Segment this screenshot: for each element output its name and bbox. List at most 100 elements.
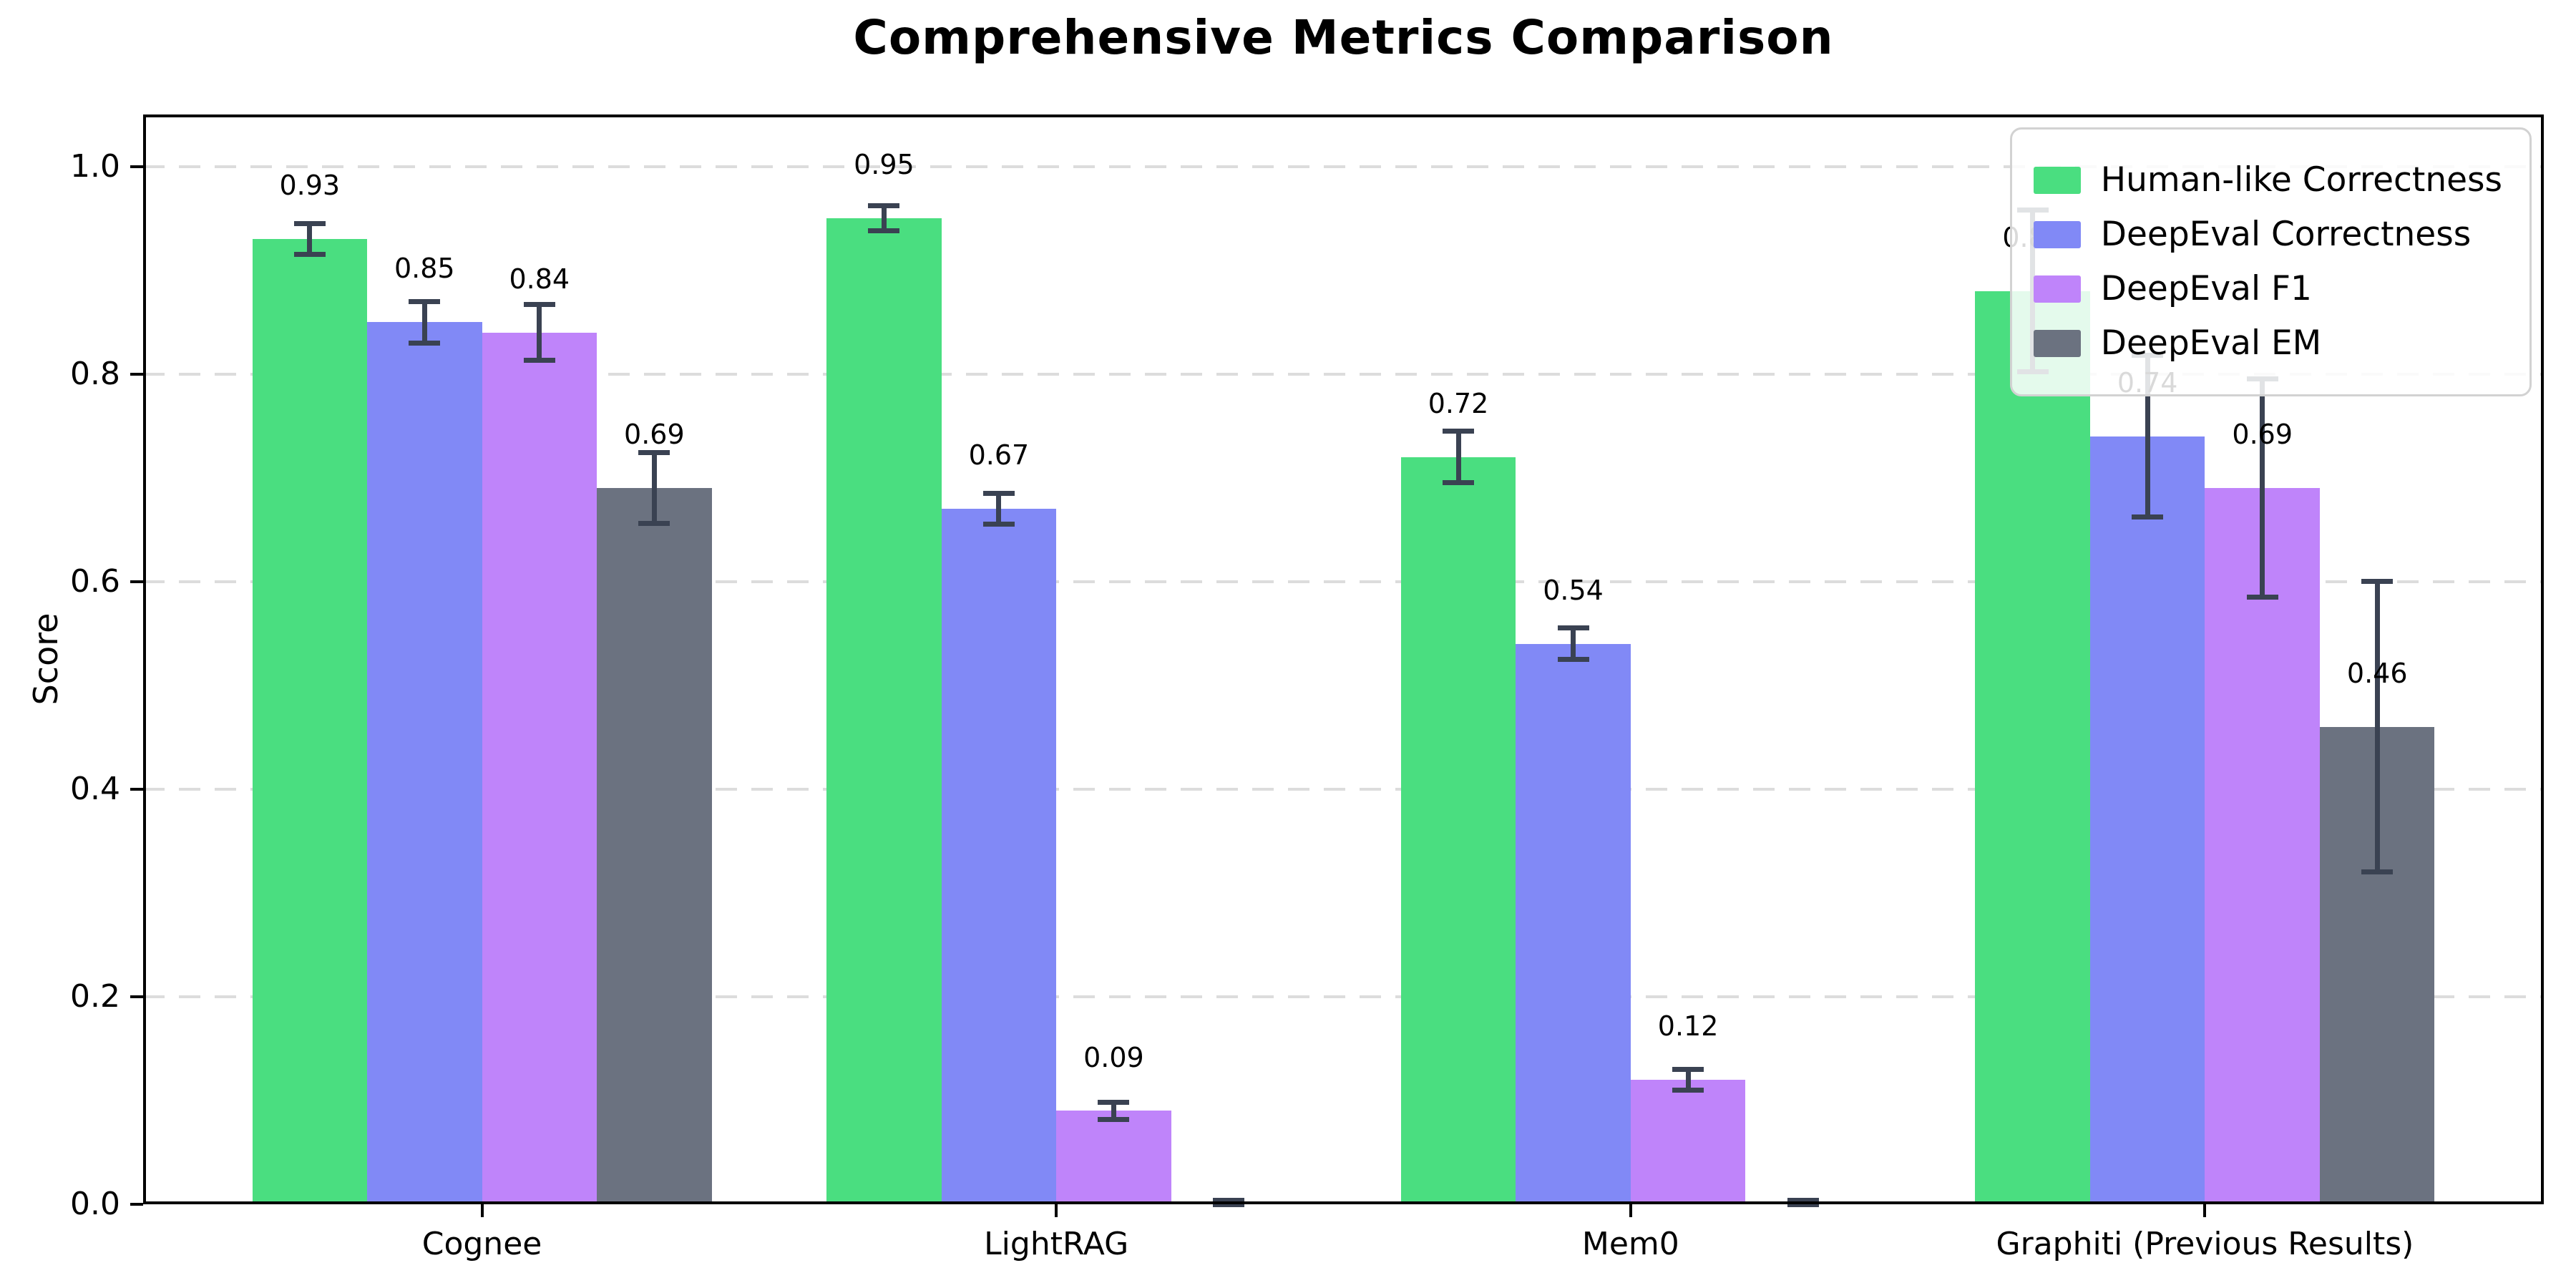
legend-swatch [2033,167,2081,194]
error-bar-cap [1557,625,1589,631]
error-bar-cap [638,520,670,526]
error-bar [2145,355,2150,517]
legend-item: DeepEval Correctness [2033,213,2502,257]
gridline [143,165,2544,168]
error-bar-cap [2246,594,2278,600]
error-bar-cap [1212,1197,1244,1203]
error-bar [1455,431,1461,483]
x-tick-mark [2203,1204,2207,1217]
error-bar [537,304,542,361]
error-bar [421,301,427,343]
bar [597,488,712,1204]
gridline [143,580,2544,583]
x-tick-mark [480,1204,484,1217]
bar [367,322,482,1204]
bar [1056,1111,1171,1204]
bar-value-label: 0.67 [968,439,1030,472]
error-bar-cap [982,490,1015,496]
bar-value-label: 0.84 [509,263,570,295]
y-tick-label: 0.6 [70,562,120,600]
error-bar-cap [1443,480,1475,486]
error-bar-cap [1672,1087,1704,1093]
bar [2089,436,2205,1204]
bar [252,239,368,1204]
x-tick-label: Graphiti (Previous Results) [1996,1226,2414,1262]
error-bar [651,452,657,524]
error-bar-cap [409,340,441,346]
error-bar [2374,581,2380,872]
y-tick-mark [130,372,143,376]
legend-item: Human-like Correctness [2033,158,2502,203]
error-bar-cap [2361,869,2394,875]
bar [2205,488,2320,1204]
error-bar-cap [1098,1116,1130,1122]
error-bar-cap [523,301,555,307]
y-tick-mark [130,580,143,583]
error-bar-cap [409,298,441,304]
bar-value-label: 0.69 [624,419,685,451]
y-tick-mark [130,787,143,791]
y-tick-label: 0.4 [70,770,120,807]
x-tick-mark [1629,1204,1632,1217]
bar [1630,1079,1746,1204]
error-bar [2260,379,2265,597]
x-tick-label: LightRAG [984,1226,1129,1262]
y-tick-mark [130,1203,143,1206]
error-bar-cap [638,450,670,456]
bar-value-label: 0.46 [2346,658,2408,689]
bar-value-label: 0.09 [1083,1041,1144,1073]
error-bar-cap [293,252,326,258]
y-tick-label: 0.0 [70,1186,120,1222]
error-bar-cap [1672,1066,1704,1072]
bar [826,218,942,1204]
y-tick-mark [130,165,143,168]
bar [941,509,1057,1204]
error-bar-cap [523,358,555,364]
error-bar-cap [293,220,326,226]
error-bar-cap [2361,579,2394,585]
bar-value-label: 0.12 [1657,1010,1719,1043]
legend-swatch [2033,330,2081,357]
error-bar-cap [1212,1201,1244,1207]
bar [1975,291,2090,1204]
bar [1400,457,1516,1204]
legend-label: DeepEval EM [2100,323,2322,363]
error-bar [881,205,887,231]
legend-swatch [2033,221,2081,248]
legend-label: Human-like Correctness [2100,160,2502,200]
error-bar-cap [1557,657,1589,662]
error-bar [996,493,1002,525]
chart-title: Comprehensive Metrics Comparison [853,10,1834,65]
error-bar [1111,1102,1116,1120]
error-bar [1571,628,1576,660]
x-tick-mark [1055,1204,1058,1217]
bar-value-label: 0.69 [2232,419,2293,451]
bar [1516,643,1631,1204]
legend-item: DeepEval EM [2033,321,2502,366]
legend-item: DeepEval F1 [2033,267,2502,311]
legend-label: DeepEval Correctness [2100,215,2472,254]
y-tick-mark [130,995,143,998]
y-tick-label: 1.0 [70,147,120,185]
legend-label: DeepEval F1 [2100,269,2312,308]
bar-value-label: 0.72 [1428,387,1489,419]
error-bar-cap [1787,1201,1819,1207]
bar-value-label: 0.93 [279,170,341,202]
gridline [143,787,2544,791]
x-tick-label: Mem0 [1581,1226,1679,1262]
x-tick-label: Cognee [421,1226,542,1262]
error-bar [307,223,313,255]
error-bar-cap [2132,514,2164,520]
bar [482,332,597,1204]
error-bar [1685,1069,1691,1091]
gridline [143,372,2544,376]
error-bar-cap [1098,1100,1130,1106]
bar-value-label: 0.54 [1543,574,1604,606]
bar-value-label: 0.95 [854,149,914,181]
y-tick-label: 0.8 [70,355,120,392]
legend-swatch [2033,275,2081,303]
